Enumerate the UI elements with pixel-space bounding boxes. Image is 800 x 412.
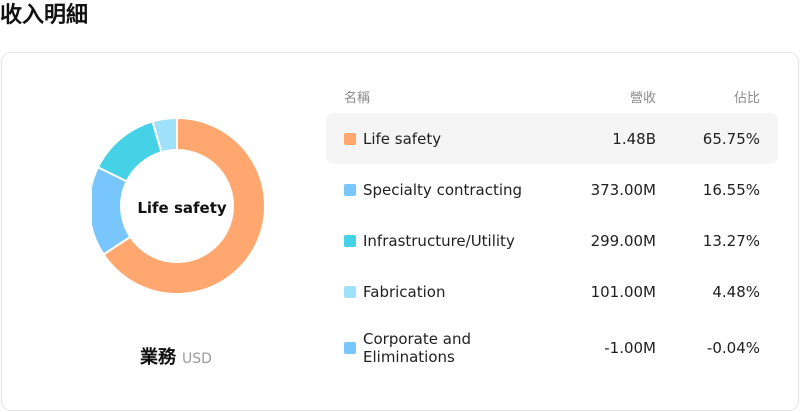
- row-revenue: 373.00M: [590, 180, 656, 199]
- row-name: Life safety: [363, 129, 442, 148]
- header-share: 佔比: [733, 91, 760, 106]
- table-row[interactable]: Fabrication 101.00M 4.48%: [326, 266, 778, 317]
- segment-caption: 業務 USD: [2, 343, 350, 369]
- segment-label: 業務: [140, 347, 177, 368]
- header-name: 名稱: [344, 91, 371, 106]
- table-header: 名稱 營收 佔比: [326, 77, 778, 113]
- table-row[interactable]: Life safety 1.48B 65.75%: [326, 113, 778, 164]
- row-share: 65.75%: [702, 129, 760, 148]
- page-title: 收入明細: [0, 3, 89, 28]
- row-share: 16.55%: [702, 180, 760, 199]
- donut-slice[interactable]: [102, 118, 266, 295]
- row-share: 4.48%: [712, 282, 760, 301]
- legend-swatch: [344, 285, 356, 298]
- row-share: 13.27%: [702, 231, 760, 250]
- table-row[interactable]: Specialty contracting 373.00M 16.55%: [326, 164, 778, 215]
- legend-swatch: [344, 234, 356, 247]
- donut-chart: Life safety: [92, 118, 272, 298]
- row-name: Fabrication: [363, 282, 446, 301]
- row-name: Corporate and Eliminations: [363, 330, 471, 366]
- row-name: Infrastructure/Utility: [363, 231, 515, 250]
- row-revenue: 1.48B: [612, 129, 656, 148]
- legend-swatch: [344, 342, 356, 354]
- row-revenue: 299.00M: [590, 231, 656, 250]
- currency-label: USD: [182, 351, 212, 367]
- revenue-breakdown-card: Life safety 業務 USD 名稱 營收 佔比 Life safety 1…: [1, 52, 799, 411]
- legend-swatch: [344, 132, 356, 145]
- row-name: Specialty contracting: [363, 180, 523, 199]
- header-revenue: 營收: [629, 91, 656, 106]
- table-row[interactable]: Infrastructure/Utility 299.00M 13.27%: [326, 215, 778, 266]
- row-revenue: -1.00M: [604, 339, 656, 357]
- donut-slice[interactable]: [96, 120, 163, 183]
- row-share: -0.04%: [706, 339, 760, 357]
- table-row[interactable]: Corporate and Eliminations -1.00M -0.04%: [326, 317, 778, 379]
- donut-slice[interactable]: [151, 118, 178, 154]
- revenue-table: 名稱 營收 佔比 Life safety 1.48B 65.75% Specia…: [326, 77, 778, 379]
- row-revenue: 101.00M: [590, 282, 656, 301]
- donut-chart-svg: [92, 118, 266, 295]
- legend-swatch: [344, 183, 356, 196]
